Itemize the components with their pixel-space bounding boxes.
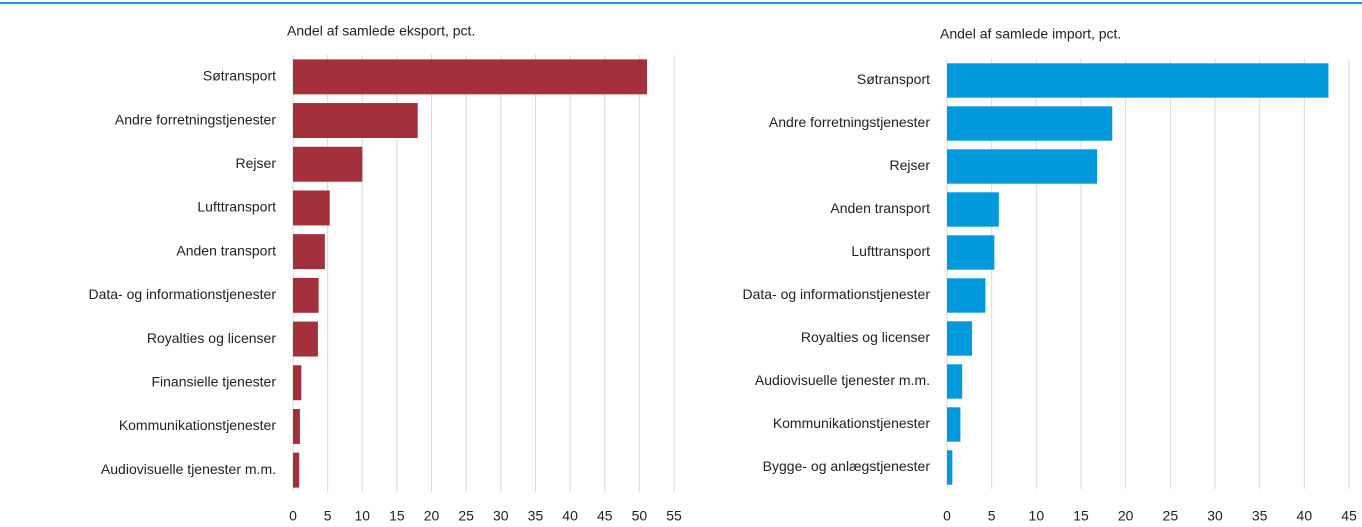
bar [947,149,1098,184]
y-tick-label: Kommunikationstjenester [119,417,277,433]
x-tick-label: 20 [424,508,440,524]
x-tick-label: 0 [943,508,951,524]
y-tick-label: Royalties og licenser [801,329,931,345]
bar [293,59,647,95]
bar [293,408,300,444]
y-tick-label: Audiovisuelle tjenester m.m. [101,461,276,477]
bar [947,364,963,399]
y-tick-label: Finansielle tjenester [151,373,276,389]
y-tick-label: Lufttransport [851,243,930,259]
x-tick-label: 35 [528,508,544,524]
y-tick-label: Audiovisuelle tjenester m.m. [755,372,930,388]
bar [947,63,1329,98]
bar [293,190,330,226]
y-tick-label: Lufttransport [197,199,276,215]
x-tick-label: 10 [354,508,370,524]
bar [293,365,302,401]
bar [947,321,973,356]
x-tick-label: 10 [1029,508,1045,524]
bar [947,192,999,227]
x-tick-label: 40 [562,508,578,524]
x-tick-label: 40 [1297,508,1313,524]
bar [947,407,961,442]
y-tick-label: Royalties og licenser [147,330,277,346]
bar [293,234,325,270]
bar [293,321,318,357]
y-tick-label: Anden transport [176,242,276,258]
bar [293,146,363,182]
x-tick-label: 5 [324,508,332,524]
x-tick-label: 30 [1207,508,1223,524]
bar [947,278,986,313]
x-tick-label: 50 [632,508,648,524]
y-tick-label: Data- og informationstjenester [88,286,276,302]
x-tick-label: 25 [1163,508,1179,524]
x-tick-label: 45 [597,508,613,524]
y-tick-label: Rejser [236,155,277,171]
x-tick-label: 15 [389,508,405,524]
x-tick-label: 30 [493,508,509,524]
y-tick-label: Andre forretningstjenester [115,111,276,127]
y-tick-label: Bygge- og anlægstjenester [763,458,931,474]
chart-title: Andel af samlede eksport, pct. [287,23,475,39]
x-tick-label: 5 [988,508,996,524]
x-tick-label: 25 [458,508,474,524]
x-tick-label: 20 [1118,508,1134,524]
x-tick-label: 15 [1073,508,1089,524]
chart-title: Andel af samlede import, pct. [940,26,1121,42]
bar [293,452,300,488]
y-tick-label: Søtransport [857,71,930,87]
y-tick-label: Rejser [890,157,931,173]
x-tick-label: 45 [1341,508,1357,524]
x-tick-label: 55 [666,508,682,524]
bar [293,103,418,139]
y-tick-label: Data- og informationstjenester [742,286,930,302]
y-tick-label: Søtransport [203,68,276,84]
x-tick-label: 0 [289,508,297,524]
y-tick-label: Kommunikationstjenester [773,415,931,431]
bar [293,277,319,313]
x-tick-label: 35 [1252,508,1268,524]
bar [947,235,995,270]
y-tick-label: Andre forretningstjenester [769,114,930,130]
y-tick-label: Anden transport [830,200,930,216]
bar [947,106,1113,141]
bar [947,450,953,485]
